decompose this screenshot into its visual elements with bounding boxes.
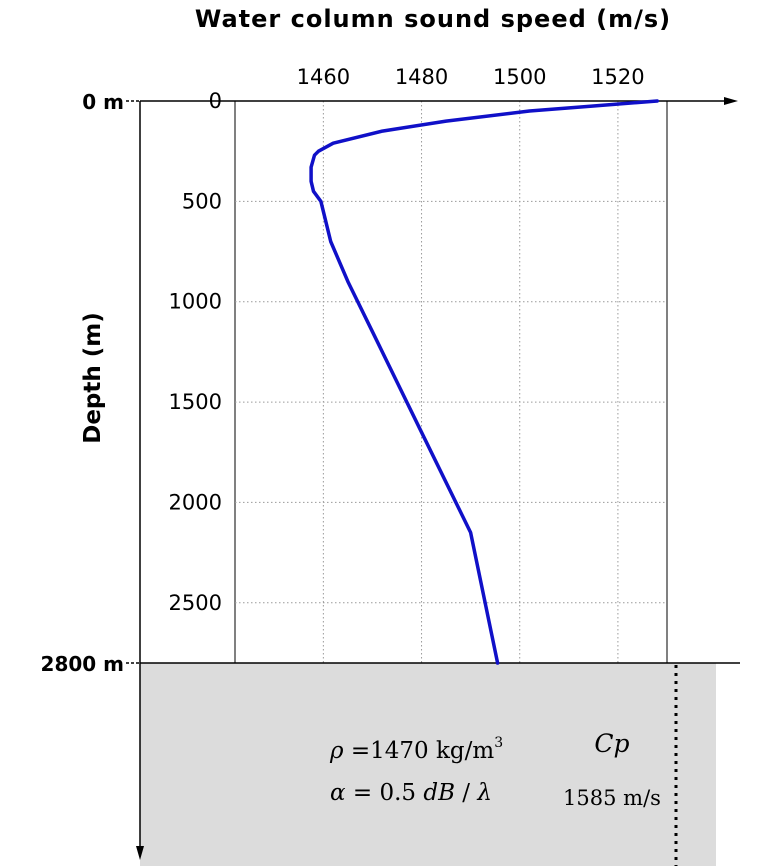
y-tick-labels: 0 500 1000 1500 2000 2500 bbox=[169, 89, 222, 615]
y-tick-label: 0 bbox=[209, 89, 222, 113]
x-tick-label: 1480 bbox=[395, 65, 448, 89]
sound-speed-series-line bbox=[309, 99, 659, 665]
cp-label: Cp bbox=[594, 729, 629, 758]
seabed-region bbox=[140, 663, 716, 866]
y-tick-label: 2000 bbox=[169, 490, 222, 514]
bottom-depth-label: 2800 m bbox=[41, 652, 124, 676]
top-depth-label: 0 m bbox=[82, 90, 124, 114]
chart-title: Water column sound speed (m/s) bbox=[195, 5, 671, 33]
plot-frame bbox=[234, 100, 668, 664]
y-axis-label: Depth (m) bbox=[80, 312, 106, 444]
x-tick-label: 1460 bbox=[297, 65, 350, 89]
y-tick-label: 1000 bbox=[169, 290, 222, 314]
y-tick-label: 1500 bbox=[169, 390, 222, 414]
y-tick-label: 2500 bbox=[169, 591, 222, 615]
attenuation-annotation: α = 0.5 dB / λ bbox=[330, 780, 492, 806]
x-tick-label: 1500 bbox=[493, 65, 546, 89]
grid-lines bbox=[235, 101, 667, 663]
x-tick-labels: 1460 1480 1500 1520 bbox=[297, 65, 645, 89]
depth-axis-arrow bbox=[136, 846, 144, 860]
cp-value: 1585 m/s bbox=[563, 786, 661, 810]
y-tick-label: 500 bbox=[182, 189, 222, 213]
density-annotation: ρ =1470 kg/m3 bbox=[329, 735, 503, 764]
surface-arrow bbox=[724, 97, 738, 105]
x-tick-label: 1520 bbox=[591, 65, 644, 89]
